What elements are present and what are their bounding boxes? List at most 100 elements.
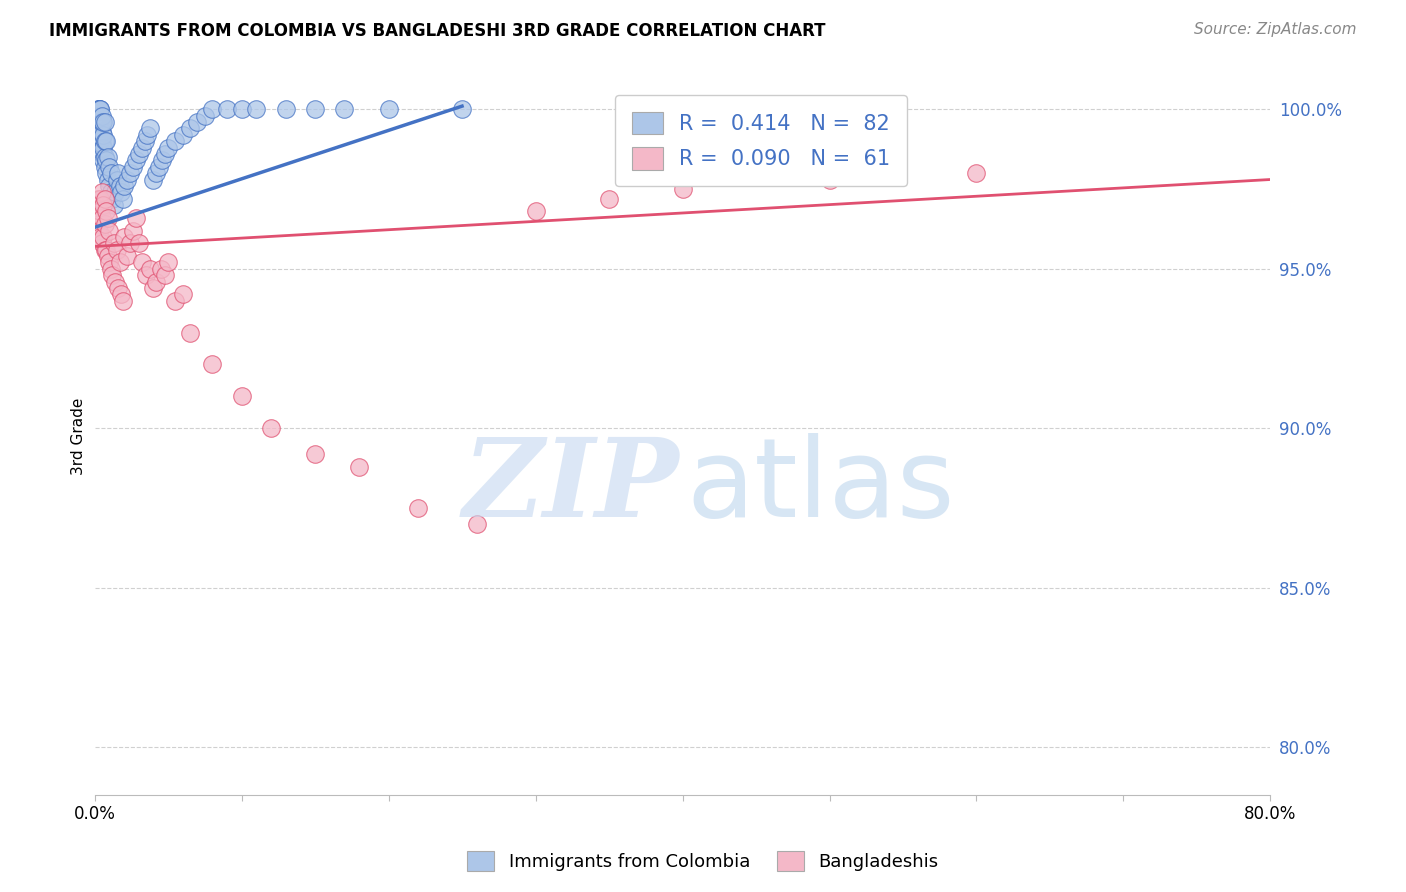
Point (145, 275, 167, 289)
Point (274, 103, 297, 117)
Point (406, 501, 429, 516)
Point (90, 115, 112, 129)
Point (108, 255, 131, 269)
Point (112, 178, 135, 193)
Point (110, 186, 132, 200)
Point (96, 134, 118, 148)
Point (90, 147, 112, 161)
Point (98, 160, 121, 174)
Point (101, 268, 124, 283)
Point (94, 217, 117, 231)
Point (131, 255, 153, 269)
Point (87, 103, 110, 117)
Legend: Immigrants from Colombia, Bangladeshis: Immigrants from Colombia, Bangladeshis (460, 844, 946, 879)
Point (179, 326, 201, 340)
Point (89, 140, 111, 154)
Point (86, 204, 108, 219)
Point (87, 134, 110, 148)
Point (105, 243, 128, 257)
Point (818, 172, 841, 186)
Point (145, 166, 167, 180)
Text: Source: ZipAtlas.com: Source: ZipAtlas.com (1194, 22, 1357, 37)
Point (94, 243, 117, 257)
Point (93, 198, 115, 212)
Point (94, 150, 117, 164)
Point (172, 287, 194, 301)
Point (112, 230, 135, 244)
Point (377, 103, 399, 117)
Point (333, 103, 356, 117)
Point (347, 459, 370, 474)
Point (142, 281, 165, 295)
Point (149, 261, 172, 276)
Point (103, 198, 125, 212)
Point (598, 192, 620, 206)
Point (304, 103, 326, 117)
Point (179, 121, 201, 136)
Point (87, 217, 110, 231)
Point (86, 192, 108, 206)
Point (93, 153, 115, 168)
Point (94, 115, 117, 129)
Point (136, 128, 159, 142)
Point (118, 236, 141, 251)
Point (84, 109, 107, 123)
Point (98, 178, 121, 193)
Point (89, 103, 111, 117)
Point (90, 236, 112, 251)
Point (93, 230, 115, 244)
Point (671, 182, 693, 196)
Point (128, 236, 150, 251)
Point (98, 223, 121, 237)
Point (89, 204, 111, 219)
Point (135, 268, 157, 283)
Point (231, 103, 253, 117)
Point (118, 166, 141, 180)
Text: IMMIGRANTS FROM COLOMBIA VS BANGLADESHI 3RD GRADE CORRELATION CHART: IMMIGRANTS FROM COLOMBIA VS BANGLADESHI … (49, 22, 825, 40)
Point (110, 287, 132, 301)
Point (245, 103, 267, 117)
Point (87, 103, 110, 117)
Point (84, 198, 107, 212)
Point (97, 150, 120, 164)
Point (157, 255, 180, 269)
Point (524, 204, 547, 219)
Point (201, 103, 224, 117)
Point (107, 281, 129, 295)
Point (103, 236, 125, 251)
Text: ZIP: ZIP (463, 433, 679, 541)
Point (115, 249, 138, 263)
Point (96, 153, 118, 168)
Point (115, 172, 138, 186)
Point (87, 115, 110, 129)
Point (153, 147, 176, 161)
Point (89, 115, 111, 129)
Point (108, 178, 131, 193)
Point (966, 166, 988, 180)
Point (111, 192, 134, 206)
Point (201, 358, 224, 372)
Point (90, 131, 112, 145)
Point (86, 109, 108, 123)
Point (104, 186, 127, 200)
Point (121, 160, 143, 174)
Point (128, 147, 150, 161)
Point (90, 137, 112, 152)
Point (165, 134, 187, 148)
Point (96, 204, 118, 219)
Point (93, 128, 115, 142)
Point (90, 186, 112, 200)
Point (101, 192, 124, 206)
Point (100, 261, 122, 276)
Point (131, 140, 153, 154)
Point (90, 109, 112, 123)
Point (172, 128, 194, 142)
Point (139, 261, 162, 276)
Point (86, 103, 108, 117)
Point (215, 103, 238, 117)
Point (125, 211, 148, 225)
Point (89, 109, 111, 123)
Point (87, 109, 110, 123)
Point (100, 166, 122, 180)
Point (89, 128, 111, 142)
